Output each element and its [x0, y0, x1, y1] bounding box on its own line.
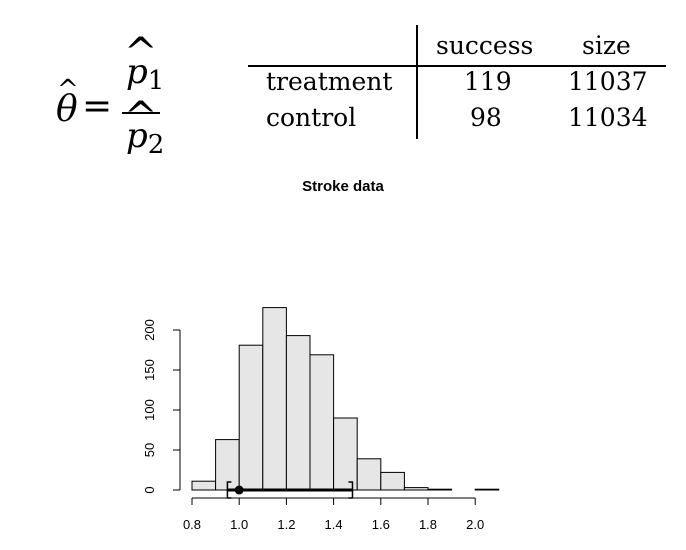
histogram-bar [191, 480, 217, 491]
numerator-p1: ^ p1 [124, 30, 165, 96]
cell-control-success: 98 [470, 103, 502, 132]
x-tick-label: 1.6 [372, 517, 390, 532]
denominator-letter: p [126, 116, 148, 156]
histogram-chart: Stroke data 0.8 1.0 1.2 1.4 1.6 1.8 2.0 0 50 100 1… [0, 170, 686, 550]
histogram-bar [309, 354, 335, 491]
histogram-svg: 0.8 1.0 1.2 1.4 1.6 1.8 2.0 0 50 100 150 200 [142, 307, 500, 532]
y-tick-label: 50 [142, 443, 157, 457]
interval-right-bracket [348, 481, 354, 499]
ratio-formula: ^ θ = ^ p1 ^ p2 [50, 30, 220, 160]
theta-hat-symbol: ^ θ [56, 75, 79, 130]
histogram-bar [380, 471, 405, 491]
histogram-bar [285, 335, 311, 491]
row-label-treatment: treatment [266, 67, 393, 96]
x-tick-label: 0.8 [183, 517, 201, 532]
denominator-hat: ^ [124, 94, 158, 140]
header-size: size [582, 31, 631, 60]
chart-title: Stroke data [302, 178, 384, 195]
histogram-bar [333, 417, 358, 491]
y-tick-label: 150 [142, 359, 157, 381]
cell-treatment-success: 119 [464, 67, 512, 96]
theta-hat-accent: ^ [57, 75, 79, 105]
x-tick-label: 1.2 [277, 517, 295, 532]
fraction-bar [122, 112, 160, 114]
denominator-p2: ^ p2 [124, 94, 165, 160]
histogram-bar [427, 488, 453, 491]
point-estimate-dot [234, 485, 244, 495]
table-vertical-rule [416, 25, 418, 139]
y-tick-label: 0 [142, 486, 157, 493]
numerator-subscript: 1 [147, 66, 165, 96]
histogram-bar [238, 344, 264, 491]
histogram-bar [403, 487, 429, 491]
interval-left-bracket [226, 481, 232, 499]
cell-treatment-size: 11037 [568, 67, 648, 96]
cell-control-size: 11034 [568, 103, 648, 132]
histogram-bar [262, 307, 287, 491]
numerator-letter: p [126, 52, 148, 92]
theta-letter: θ [56, 89, 78, 130]
histogram-bar [474, 488, 500, 491]
numerator-hat: ^ [124, 30, 158, 76]
data-table: success size treatment 119 11037 control… [248, 25, 666, 140]
x-tick-label: 1.0 [230, 517, 248, 532]
denominator-subscript: 2 [147, 130, 165, 160]
header-success: success [436, 31, 534, 60]
histogram-bar [356, 458, 382, 491]
x-tick-label: 1.8 [419, 517, 437, 532]
row-label-control: control [266, 103, 357, 132]
equals-sign: = [82, 86, 113, 127]
x-tick-label: 2.0 [466, 517, 484, 532]
x-tick-label: 1.4 [325, 517, 343, 532]
y-tick-label: 200 [142, 319, 157, 341]
table-horizontal-rule [248, 65, 666, 67]
y-tick-label: 100 [142, 399, 157, 421]
